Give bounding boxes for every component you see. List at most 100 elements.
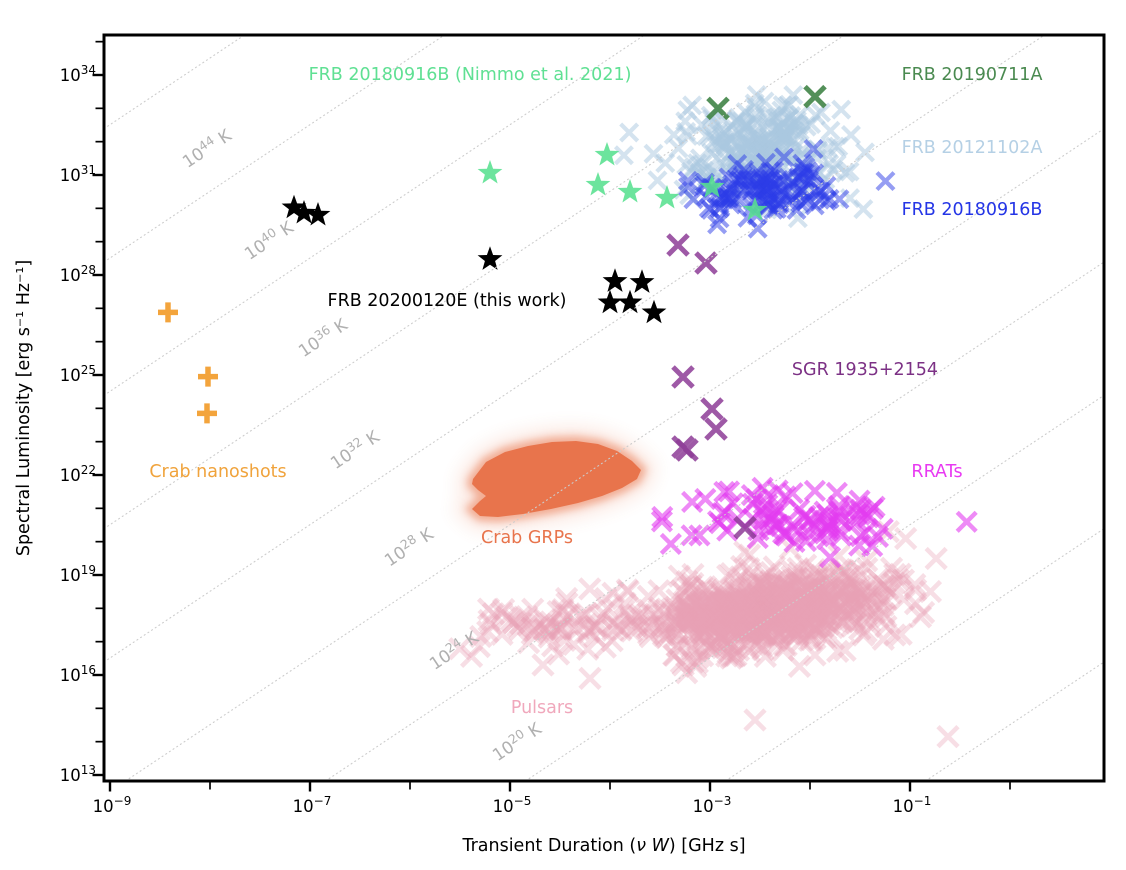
marker [699,633,723,657]
marker [685,650,709,675]
marker [690,616,714,641]
marker [734,576,759,600]
marker [831,579,855,604]
marker [647,579,671,603]
marker [601,611,625,635]
marker [789,584,813,608]
marker [770,609,794,633]
marker [687,624,711,648]
marker [686,611,711,635]
marker [707,606,731,630]
marker [711,621,735,646]
x-tick-label: 10−7 [293,794,332,816]
marker [737,581,761,606]
marker [741,618,766,642]
marker [594,586,618,611]
marker [790,583,814,607]
marker [903,591,928,616]
tb-line-1e48K [103,34,246,130]
marker [751,573,775,597]
marker [807,592,831,616]
marker [698,614,722,638]
marker [703,636,728,660]
marker [720,596,744,620]
tb-line-1e40K [103,34,646,396]
marker [728,617,752,642]
marker [499,608,524,632]
marker [713,589,737,614]
marker [555,591,579,616]
marker [721,587,745,611]
marker [835,566,859,590]
marker [908,605,933,629]
frb180916b-label: FRB 20180916B [901,200,1043,220]
marker [722,637,746,661]
marker [652,602,676,626]
marker [477,246,503,270]
marker [697,614,721,638]
marker [829,598,854,622]
marker [784,617,808,641]
series-crab-nanoshots [158,302,218,424]
marker [744,595,768,620]
marker [806,615,830,639]
marker [609,618,633,642]
marker [613,145,634,166]
marker [706,96,730,121]
marker [787,561,811,585]
marker [844,589,868,613]
marker [669,579,694,603]
tb-line-1e24K [324,261,1105,782]
marker [753,588,778,612]
marker [591,601,615,625]
marker [665,606,689,630]
marker [782,591,806,615]
marker [773,603,797,627]
marker [719,562,743,586]
marker [574,602,599,626]
marker [955,510,978,533]
marker [769,592,793,617]
marker [728,621,752,646]
marker [724,643,748,668]
marker [748,572,773,596]
marker [761,598,786,622]
marker [805,598,829,622]
marker [677,600,702,624]
marker [822,597,846,622]
marker [751,637,775,662]
marker [669,650,693,674]
marker [776,599,800,623]
marker [751,590,775,615]
marker [677,607,701,631]
marker [738,618,763,643]
marker [715,616,740,640]
marker [675,594,699,618]
marker [731,594,756,618]
marker [618,602,642,627]
marker [717,594,742,618]
marker [785,591,809,615]
marker [671,653,695,677]
tb-line-1e32K [103,34,1046,663]
marker [585,172,611,196]
marker [756,586,780,610]
marker [605,615,630,639]
marker [736,636,760,660]
marker [763,616,787,640]
marker [714,612,738,636]
tb-line-1e12K [924,661,1105,782]
marker [725,599,749,623]
marker [732,610,756,635]
marker [756,594,781,619]
marker [629,269,655,293]
marker [732,621,756,646]
marker [806,573,830,597]
marker [840,592,865,616]
marker [844,611,868,635]
marker [662,643,687,667]
y-tick-label: 1025 [60,363,96,385]
marker [763,598,787,622]
marker [584,614,608,638]
marker [743,585,767,609]
